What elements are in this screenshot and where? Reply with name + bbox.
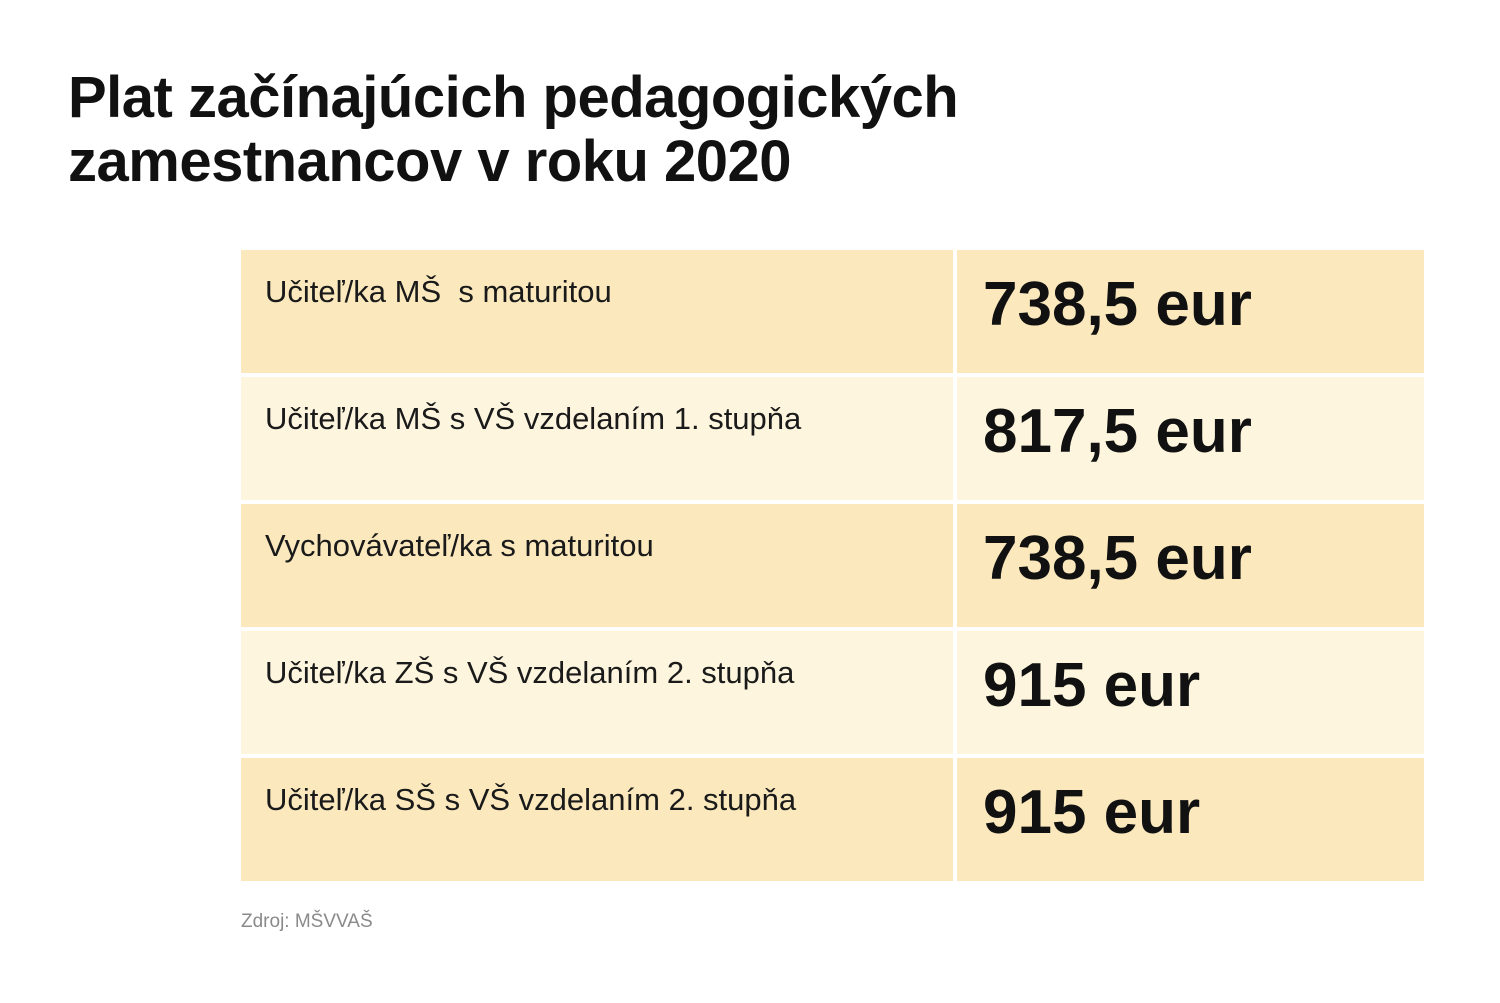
table-row: Učiteľ/ka MŠ s maturitou 738,5 eur [241, 250, 1424, 375]
row-label: Vychovávateľ/ka s maturitou [265, 528, 654, 563]
table-row: Vychovávateľ/ka s maturitou 738,5 eur [241, 500, 1424, 629]
row-value-cell: 915 eur [955, 627, 1424, 756]
row-value: 738,5 eur [983, 524, 1252, 593]
table-row: Učiteľ/ka SŠ s VŠ vzdelaním 2. stupňa 91… [241, 754, 1424, 881]
row-value-cell: 817,5 eur [955, 373, 1424, 502]
row-value: 738,5 eur [983, 270, 1252, 339]
row-value-cell: 738,5 eur [955, 250, 1424, 375]
table-row: Učiteľ/ka MŠ s VŠ vzdelaním 1. stupňa 81… [241, 373, 1424, 502]
row-label: Učiteľ/ka SŠ s VŠ vzdelaním 2. stupňa [265, 782, 797, 817]
row-label-cell: Učiteľ/ka SŠ s VŠ vzdelaním 2. stupňa [241, 754, 957, 881]
chart-title: Plat začínajúcich pedagogických zamestna… [68, 66, 1168, 194]
row-label-cell: Učiteľ/ka MŠ s maturitou [241, 250, 957, 375]
row-value: 915 eur [983, 651, 1201, 720]
row-label: Učiteľ/ka ZŠ s VŠ vzdelaním 2. stupňa [265, 655, 795, 690]
salary-table: Učiteľ/ka MŠ s maturitou 738,5 eur Učite… [241, 250, 1424, 881]
row-value-cell: 915 eur [955, 754, 1424, 881]
row-label-cell: Učiteľ/ka MŠ s VŠ vzdelaním 1. stupňa [241, 373, 957, 502]
chart-title-line-2: zamestnancov v roku 2020 [68, 129, 792, 194]
source-note: Zdroj: MŠVVAŠ [241, 911, 373, 932]
row-label-cell: Vychovávateľ/ka s maturitou [241, 500, 957, 629]
row-label: Učiteľ/ka MŠ s VŠ vzdelaním 1. stupňa [265, 401, 802, 436]
row-label: Učiteľ/ka MŠ s maturitou [265, 274, 612, 309]
chart-title-line-1: Plat začínajúcich pedagogických [68, 65, 959, 130]
row-value: 915 eur [983, 778, 1201, 847]
row-label-cell: Učiteľ/ka ZŠ s VŠ vzdelaním 2. stupňa [241, 627, 957, 756]
row-value-cell: 738,5 eur [955, 500, 1424, 629]
row-value: 817,5 eur [983, 397, 1252, 466]
table-row: Učiteľ/ka ZŠ s VŠ vzdelaním 2. stupňa 91… [241, 627, 1424, 756]
